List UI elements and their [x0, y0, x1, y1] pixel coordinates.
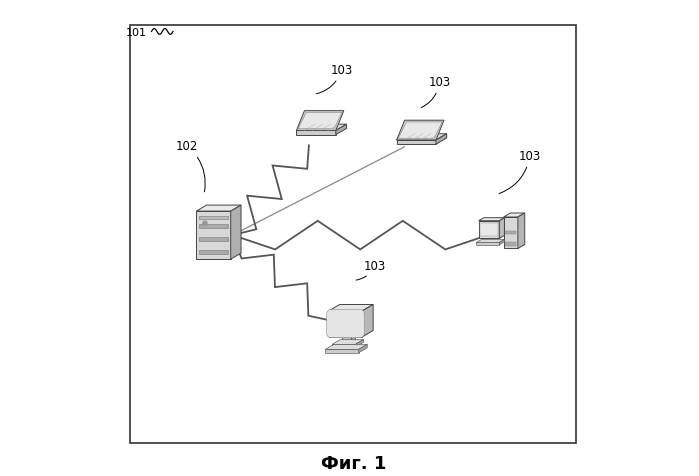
Polygon shape	[296, 125, 347, 131]
Polygon shape	[196, 206, 241, 212]
Polygon shape	[326, 349, 359, 353]
Polygon shape	[436, 134, 447, 145]
Text: 103: 103	[421, 76, 450, 109]
Polygon shape	[231, 206, 241, 259]
Polygon shape	[479, 221, 499, 239]
Circle shape	[203, 221, 207, 226]
Text: 103: 103	[499, 149, 541, 194]
Polygon shape	[398, 123, 442, 139]
Polygon shape	[503, 218, 518, 249]
Polygon shape	[396, 121, 444, 141]
Text: 103: 103	[356, 259, 386, 280]
Polygon shape	[296, 131, 336, 135]
Polygon shape	[356, 340, 363, 347]
Polygon shape	[499, 218, 505, 239]
Polygon shape	[298, 113, 342, 129]
Polygon shape	[479, 218, 505, 221]
Polygon shape	[342, 335, 356, 337]
Text: Фиг. 1: Фиг. 1	[321, 454, 386, 472]
Bar	[199, 224, 228, 228]
Polygon shape	[342, 337, 352, 347]
Bar	[130, 26, 576, 443]
Text: 102: 102	[175, 140, 206, 192]
Polygon shape	[477, 240, 505, 243]
Polygon shape	[359, 345, 367, 353]
Polygon shape	[396, 134, 447, 141]
Polygon shape	[352, 335, 356, 347]
Bar	[199, 238, 228, 241]
Bar	[480, 224, 498, 237]
Polygon shape	[499, 240, 505, 245]
FancyBboxPatch shape	[326, 310, 364, 338]
Polygon shape	[396, 141, 436, 145]
Bar	[199, 250, 228, 255]
Polygon shape	[477, 243, 499, 245]
Bar	[199, 217, 228, 219]
Polygon shape	[332, 340, 363, 345]
Polygon shape	[362, 305, 373, 337]
Text: 103: 103	[317, 64, 353, 95]
Polygon shape	[329, 305, 373, 311]
Polygon shape	[332, 345, 356, 347]
Polygon shape	[329, 311, 362, 337]
Polygon shape	[503, 214, 525, 218]
Polygon shape	[196, 212, 231, 259]
Polygon shape	[336, 125, 347, 135]
Bar	[505, 243, 516, 246]
Bar	[505, 231, 516, 235]
Polygon shape	[296, 111, 344, 131]
Polygon shape	[518, 214, 525, 249]
Text: 101: 101	[127, 29, 147, 38]
Polygon shape	[326, 345, 367, 349]
